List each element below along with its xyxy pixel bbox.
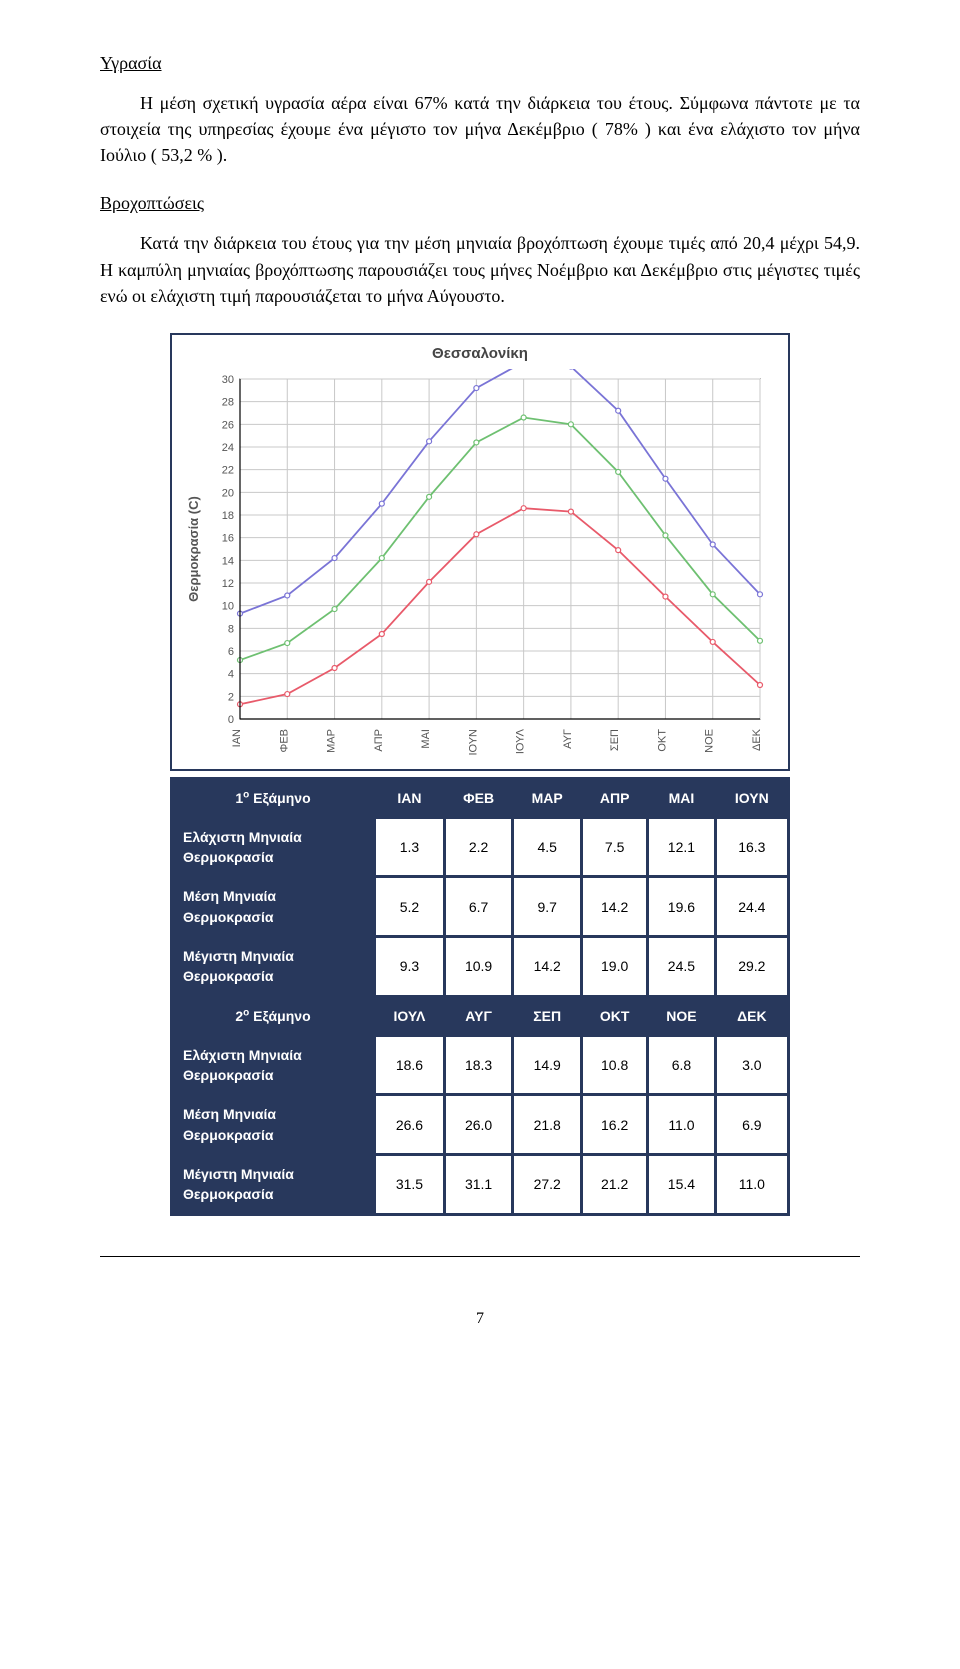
cell: 2.2 [446, 819, 511, 876]
svg-text:6: 6 [228, 646, 234, 658]
footer-rule [100, 1256, 860, 1257]
cell: 11.0 [717, 1156, 787, 1213]
svg-text:0: 0 [228, 714, 234, 726]
cell: 14.2 [583, 878, 646, 935]
cell: 11.0 [649, 1096, 713, 1153]
page-number: 7 [100, 1307, 860, 1330]
half1-header: 1ο Εξάμηνο [173, 780, 373, 816]
cell: 5.2 [376, 878, 443, 935]
svg-text:10: 10 [222, 600, 234, 612]
svg-text:30: 30 [222, 374, 234, 386]
svg-text:ΣΕΠ: ΣΕΠ [609, 728, 621, 750]
svg-text:ΑΥΓ: ΑΥΓ [562, 729, 574, 749]
half2-header: 2ο Εξάμηνο [173, 998, 373, 1034]
col-m12: ΔΕΚ [717, 998, 787, 1034]
row-mean-1: Μέση Μηνιαία Θερμοκρασία [173, 878, 373, 935]
chart-container: Θεσσαλονίκη 024681012141618202224262830Ι… [170, 333, 790, 1216]
row-mean-2: Μέση Μηνιαία Θερμοκρασία [173, 1096, 373, 1153]
temperature-chart: 024681012141618202224262830ΙΑΝΦΕΒΜΑΡΑΠΡΜ… [180, 369, 780, 769]
cell: 3.0 [717, 1037, 787, 1094]
svg-text:28: 28 [222, 396, 234, 408]
svg-text:2: 2 [228, 691, 234, 703]
cell: 26.6 [376, 1096, 443, 1153]
cell: 9.7 [514, 878, 580, 935]
svg-text:ΙΟΥΝ: ΙΟΥΝ [467, 728, 479, 755]
svg-text:ΝΟΕ: ΝΟΕ [704, 729, 716, 753]
svg-text:ΟΚΤ: ΟΚΤ [656, 728, 668, 751]
svg-text:ΜΑΡ: ΜΑΡ [326, 729, 338, 753]
svg-text:22: 22 [222, 464, 234, 476]
cell: 31.5 [376, 1156, 443, 1213]
cell: 15.4 [649, 1156, 713, 1213]
cell: 6.9 [717, 1096, 787, 1153]
cell: 9.3 [376, 938, 443, 995]
svg-text:ΜΑΙ: ΜΑΙ [420, 729, 432, 749]
svg-text:18: 18 [222, 510, 234, 522]
cell: 16.3 [717, 819, 787, 876]
col-m2: ΦΕΒ [446, 780, 511, 816]
col-m11: ΝΟΕ [649, 998, 713, 1034]
cell: 18.6 [376, 1037, 443, 1094]
cell: 27.2 [514, 1156, 580, 1213]
cell: 19.0 [583, 938, 646, 995]
temperature-table: 1ο Εξάμηνο ΙΑΝ ΦΕΒ ΜΑΡ ΑΠΡ ΜΑΙ ΙΟΥΝ Ελάχ… [170, 777, 790, 1216]
svg-text:Θερμοκρασία (C): Θερμοκρασία (C) [186, 496, 201, 602]
cell: 10.8 [583, 1037, 646, 1094]
cell: 18.3 [446, 1037, 511, 1094]
col-m1: ΙΑΝ [376, 780, 443, 816]
cell: 14.2 [514, 938, 580, 995]
svg-text:ΑΠΡ: ΑΠΡ [373, 729, 385, 752]
svg-text:ΦΕΒ: ΦΕΒ [278, 729, 290, 752]
col-m5: ΜΑΙ [649, 780, 713, 816]
chart-title: Θεσσαλονίκη [172, 333, 788, 369]
cell: 19.6 [649, 878, 713, 935]
cell: 12.1 [649, 819, 713, 876]
cell: 26.0 [446, 1096, 511, 1153]
cell: 14.9 [514, 1037, 580, 1094]
cell: 24.4 [717, 878, 787, 935]
cell: 24.5 [649, 938, 713, 995]
cell: 10.9 [446, 938, 511, 995]
svg-text:8: 8 [228, 623, 234, 635]
cell: 31.1 [446, 1156, 511, 1213]
svg-text:ΔΕΚ: ΔΕΚ [751, 728, 763, 751]
humidity-paragraph: Η μέση σχετική υγρασία αέρα είναι 67% κα… [100, 90, 860, 168]
cell: 21.2 [583, 1156, 646, 1213]
svg-text:20: 20 [222, 487, 234, 499]
col-m3: ΜΑΡ [514, 780, 580, 816]
cell: 1.3 [376, 819, 443, 876]
col-m4: ΑΠΡ [583, 780, 646, 816]
cell: 21.8 [514, 1096, 580, 1153]
cell: 6.7 [446, 878, 511, 935]
svg-text:4: 4 [228, 668, 234, 680]
cell: 16.2 [583, 1096, 646, 1153]
svg-text:ΙΑΝ: ΙΑΝ [231, 728, 243, 746]
cell: 7.5 [583, 819, 646, 876]
col-m6: ΙΟΥΝ [717, 780, 787, 816]
rainfall-heading: Βροχοπτώσεις [100, 190, 860, 216]
row-max-2: Μέγιστη Μηνιαία Θερμοκρασία [173, 1156, 373, 1213]
cell: 4.5 [514, 819, 580, 876]
svg-text:ΙΟΥΛ: ΙΟΥΛ [515, 728, 527, 754]
svg-text:26: 26 [222, 419, 234, 431]
svg-text:24: 24 [222, 442, 234, 454]
humidity-heading: Υγρασία [100, 50, 860, 76]
cell: 6.8 [649, 1037, 713, 1094]
row-max-1: Μέγιστη Μηνιαία Θερμοκρασία [173, 938, 373, 995]
svg-text:16: 16 [222, 532, 234, 544]
svg-text:12: 12 [222, 578, 234, 590]
col-m10: ΟΚΤ [583, 998, 646, 1034]
col-m9: ΣΕΠ [514, 998, 580, 1034]
svg-text:14: 14 [222, 555, 234, 567]
row-min-2: Ελάχιστη Μηνιαία Θερμοκρασία [173, 1037, 373, 1094]
col-m8: ΑΥΓ [446, 998, 511, 1034]
cell: 29.2 [717, 938, 787, 995]
rainfall-paragraph: Κατά την διάρκεια του έτους για την μέση… [100, 230, 860, 308]
row-min-1: Ελάχιστη Μηνιαία Θερμοκρασία [173, 819, 373, 876]
col-m7: ΙΟΥΛ [376, 998, 443, 1034]
